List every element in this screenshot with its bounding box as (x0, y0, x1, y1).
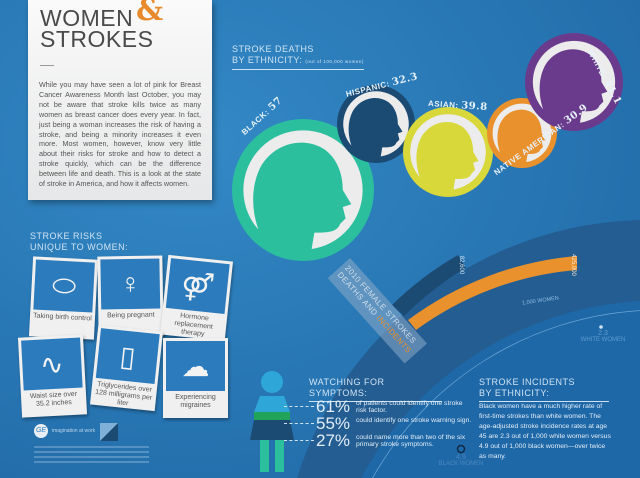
tape-measure-icon: ∿ (39, 347, 65, 381)
pregnant-woman-icon: ♀ (119, 267, 142, 300)
head-silhouette-icon (348, 97, 403, 159)
head-silhouette-icon (253, 142, 352, 253)
incidence-heading: STROKE INCIDENTS BY ETHNICITY: (479, 377, 609, 402)
page-title: WOMEN STROKES (40, 5, 154, 52)
deaths-heading: STROKE DEATHS BY ETHNICITY: (out of 100,0… (232, 44, 364, 70)
divider (40, 65, 54, 66)
footer-credits (34, 446, 149, 448)
symptom-percent: 55% (316, 414, 351, 433)
incidents-bar (408, 256, 577, 330)
ethnicity-circle (337, 85, 415, 163)
head-silhouette-icon (539, 49, 608, 126)
head-silhouette-icon (416, 121, 479, 192)
risk-label: Being pregnant (107, 311, 155, 320)
partner-logo-icon (100, 423, 118, 441)
symptom-text: could name more than two of the six prim… (356, 434, 466, 448)
black-women-dot (456, 444, 466, 454)
black-women-stat: 4.9 BLACK WOMEN (438, 454, 484, 467)
risk-label: Experiencing migraines (175, 394, 216, 409)
symptom-percent: 61% (316, 397, 351, 416)
ethnicity-circle (403, 107, 493, 197)
risk-card: ♀ Being pregnant (97, 255, 164, 337)
ethnicity-circle (525, 33, 623, 131)
incidents-bar-value: 425,000 (569, 254, 576, 276)
ge-logo-icon: GE (34, 424, 48, 438)
deaths-bar-value: 82,600 (458, 255, 465, 275)
risk-card: ∿ Waist size over 35.2 inches (17, 334, 88, 418)
risk-card: ☁ Experiencing migraines (163, 338, 228, 418)
symptom-text: of patients could identify one stroke ri… (356, 400, 463, 414)
intro-card: WOMEN STROKES & While you may have seen a… (28, 0, 212, 200)
risk-label: Taking birth control (32, 312, 92, 323)
ethnicity-circle (232, 119, 374, 261)
iv-bag-icon: ▯ (118, 339, 138, 373)
pills-icon: ⬭ (51, 268, 77, 302)
risk-card: ⚤ Hormone replacement therapy (159, 254, 234, 342)
symptom-percent: 27% (316, 431, 351, 450)
risk-card: ⬭ Taking birth control (28, 256, 99, 340)
gender-symbols-icon: ⚤ (179, 268, 216, 304)
intro-text: While you may have seen a lot of pink fo… (39, 80, 201, 189)
risk-label: Waist size over 35.2 inches (29, 390, 78, 408)
pointer-line (284, 440, 314, 441)
pointer-line (284, 406, 314, 407)
inner-arc (361, 301, 640, 478)
ampersand: & (136, 0, 164, 28)
white-women-stat: 2.3 WHITE WOMEN (580, 330, 626, 343)
risks-heading: STROKE RISKS UNIQUE TO WOMEN: (30, 231, 129, 252)
tagline: imagination at work (52, 428, 96, 434)
symptoms-heading: WATCHING FOR SYMPTOMS: (309, 377, 442, 402)
symptom-text: could identify one stroke warning sign. (356, 417, 472, 424)
head-silhouette-icon (497, 109, 546, 164)
scale-ring (372, 310, 640, 478)
brain-icon: ☁ (181, 350, 210, 382)
deaths-bar (392, 255, 466, 316)
white-women-dot (599, 325, 603, 329)
incidence-text: Black women have a much higher rate of f… (479, 403, 611, 460)
woman-figure-icon (250, 371, 294, 472)
risk-card: ▯ Triglycerides over 128 milligrams per l… (89, 324, 164, 412)
pointer-line (284, 423, 314, 424)
